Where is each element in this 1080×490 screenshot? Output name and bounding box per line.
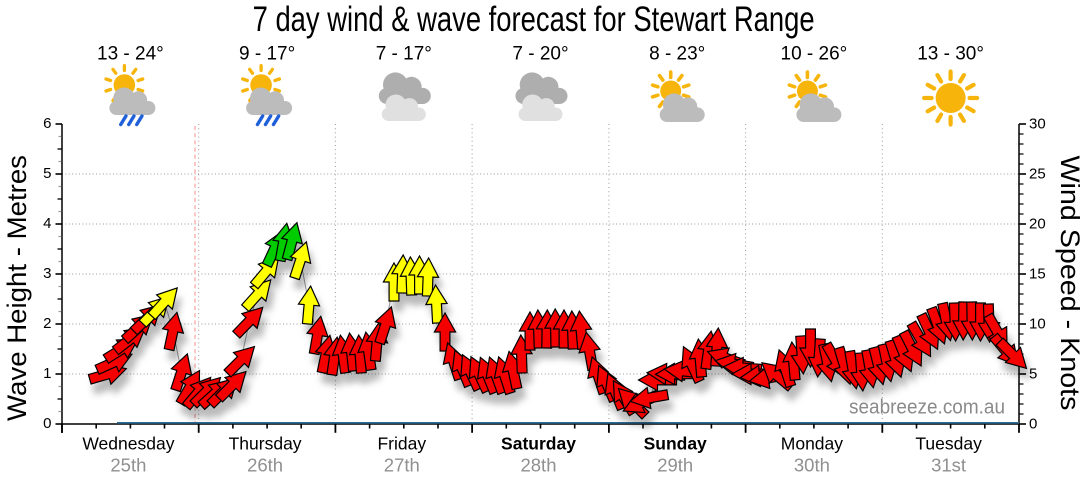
svg-text:Saturday: Saturday — [501, 434, 576, 454]
svg-text:30th: 30th — [794, 455, 830, 476]
svg-text:28th: 28th — [520, 455, 556, 476]
svg-text:Tuesday: Tuesday — [915, 434, 982, 454]
svg-text:15: 15 — [1029, 266, 1046, 283]
svg-text:Monday: Monday — [781, 434, 844, 454]
svg-text:4: 4 — [43, 215, 51, 232]
svg-text:7 day wind & wave forecast for: 7 day wind & wave forecast for Stewart R… — [253, 0, 815, 39]
svg-text:Sunday: Sunday — [644, 434, 707, 454]
svg-text:5: 5 — [1029, 366, 1037, 383]
svg-text:Friday: Friday — [377, 434, 426, 454]
svg-text:7 - 20°: 7 - 20° — [512, 44, 568, 65]
svg-text:13 - 24°: 13 - 24° — [97, 44, 164, 65]
svg-text:30: 30 — [1029, 116, 1046, 133]
svg-text:Wave Height - Metres: Wave Height - Metres — [2, 155, 32, 421]
svg-text:9 - 17°: 9 - 17° — [239, 44, 295, 65]
svg-text:25th: 25th — [110, 455, 146, 476]
svg-text:0: 0 — [43, 415, 51, 432]
svg-text:0: 0 — [1029, 416, 1037, 433]
svg-text:Thursday: Thursday — [229, 434, 302, 454]
svg-text:1: 1 — [43, 365, 51, 382]
svg-text:25: 25 — [1029, 166, 1046, 183]
svg-text:Wednesday: Wednesday — [82, 434, 174, 454]
svg-text:10: 10 — [1029, 316, 1046, 333]
svg-text:7 - 17°: 7 - 17° — [376, 44, 432, 65]
svg-text:13 - 30°: 13 - 30° — [917, 44, 984, 65]
svg-text:10 - 26°: 10 - 26° — [781, 44, 848, 65]
svg-text:2: 2 — [43, 315, 51, 332]
svg-text:20: 20 — [1029, 216, 1046, 233]
svg-text:26th: 26th — [247, 455, 283, 476]
svg-text:8 - 23°: 8 - 23° — [649, 44, 705, 65]
svg-text:Wind Speed - Knots: Wind Speed - Knots — [1055, 156, 1080, 411]
svg-text:6: 6 — [43, 115, 51, 132]
svg-text:3: 3 — [43, 265, 51, 282]
svg-text:29th: 29th — [657, 455, 693, 476]
svg-text:5: 5 — [43, 165, 51, 182]
svg-text:31st: 31st — [931, 455, 966, 476]
svg-text:27th: 27th — [384, 455, 420, 476]
svg-text:seabreeze.com.au: seabreeze.com.au — [849, 397, 1005, 419]
